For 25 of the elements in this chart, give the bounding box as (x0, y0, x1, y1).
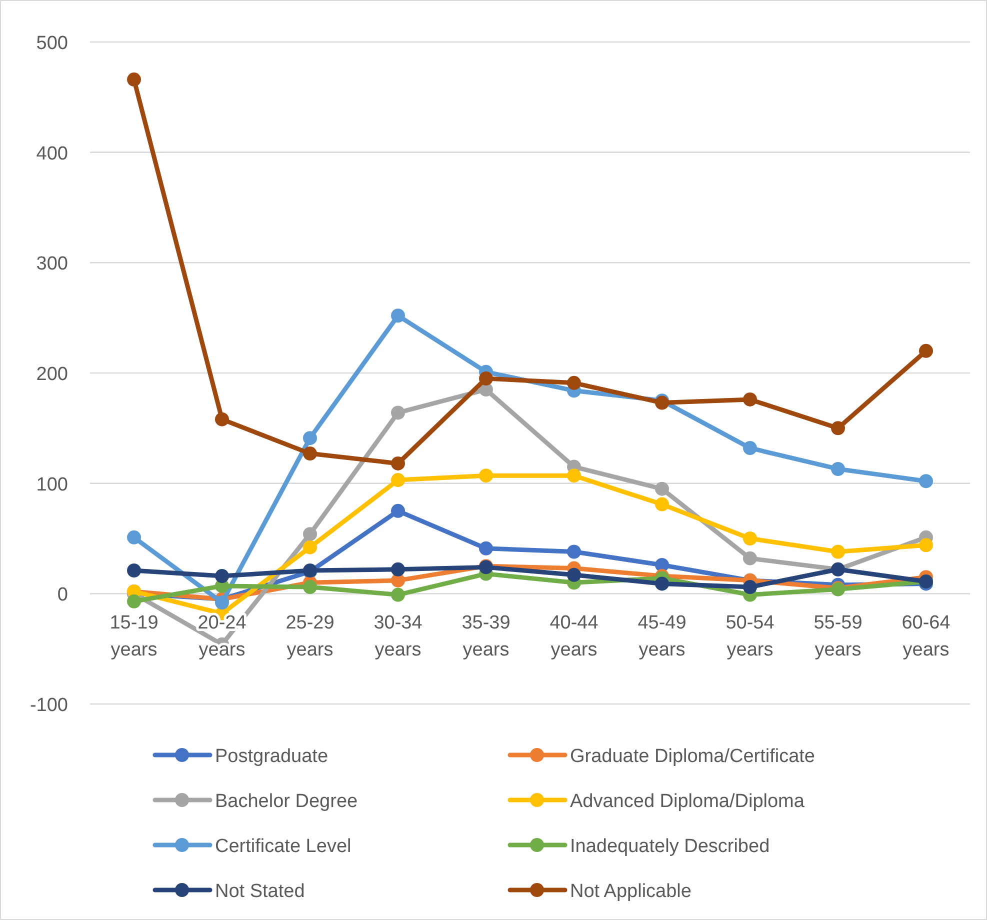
y-tick-label: 0 (57, 584, 68, 606)
x-tick-label: 15-19 years (110, 612, 158, 661)
x-tick-label: 30-34 years (374, 612, 423, 661)
y-tick-label: 200 (36, 364, 68, 385)
legend-label: Inadequately Described (570, 836, 770, 857)
x-tick-label: 35-39 years (462, 612, 510, 661)
x-tick-label: 20-24 years (198, 612, 247, 661)
legend-label: Postgraduate (215, 746, 328, 767)
legend-label: Not Applicable (570, 881, 692, 902)
y-tick-label: -100 (30, 695, 68, 716)
x-tick-label: 55-59 years (814, 612, 862, 661)
y-tick-label: 500 (36, 33, 68, 54)
y-tick-label: 400 (36, 143, 68, 164)
legend-label: Not Stated (215, 881, 305, 902)
legend-label: Bachelor Degree (215, 791, 358, 812)
y-tick-label: 100 (36, 474, 68, 496)
x-tick-label: 60-64 years (902, 612, 951, 661)
y-tick-label: 300 (36, 254, 68, 275)
x-tick-label: 25-29 years (286, 612, 334, 661)
x-tick-label: 40-44 years (550, 612, 599, 661)
legend-label: Graduate Diploma/Certificate (570, 746, 815, 767)
legend-label: Advanced Diploma/Diploma (570, 791, 805, 812)
x-tick-label: 50-54 years (726, 612, 775, 661)
x-tick-label: 45-49 years (638, 612, 686, 661)
legend-label: Certificate Level (215, 836, 352, 857)
